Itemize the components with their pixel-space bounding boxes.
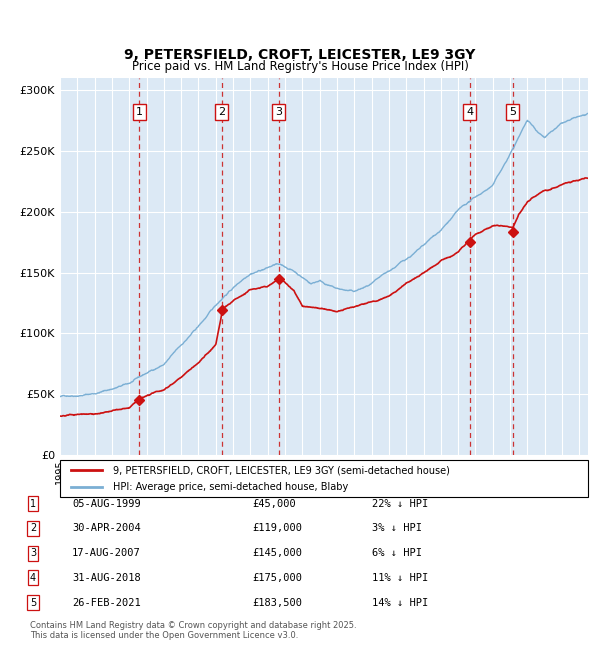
- Text: 9, PETERSFIELD, CROFT, LEICESTER, LE9 3GY: 9, PETERSFIELD, CROFT, LEICESTER, LE9 3G…: [124, 48, 476, 62]
- Text: 5: 5: [509, 107, 516, 117]
- Text: 6% ↓ HPI: 6% ↓ HPI: [372, 548, 422, 558]
- Text: 14% ↓ HPI: 14% ↓ HPI: [372, 597, 428, 608]
- Text: 17-AUG-2007: 17-AUG-2007: [72, 548, 141, 558]
- FancyBboxPatch shape: [60, 460, 588, 497]
- Text: 3: 3: [30, 548, 36, 558]
- Text: 2: 2: [30, 523, 36, 534]
- Text: Price paid vs. HM Land Registry's House Price Index (HPI): Price paid vs. HM Land Registry's House …: [131, 60, 469, 73]
- Text: HPI: Average price, semi-detached house, Blaby: HPI: Average price, semi-detached house,…: [113, 482, 348, 491]
- Text: 22% ↓ HPI: 22% ↓ HPI: [372, 499, 428, 509]
- Text: 05-AUG-1999: 05-AUG-1999: [72, 499, 141, 509]
- Text: 3: 3: [275, 107, 282, 117]
- Text: 3% ↓ HPI: 3% ↓ HPI: [372, 523, 422, 534]
- Text: £183,500: £183,500: [252, 597, 302, 608]
- Text: 26-FEB-2021: 26-FEB-2021: [72, 597, 141, 608]
- Text: 11% ↓ HPI: 11% ↓ HPI: [372, 573, 428, 583]
- Text: 31-AUG-2018: 31-AUG-2018: [72, 573, 141, 583]
- Text: 4: 4: [30, 573, 36, 583]
- Text: 4: 4: [466, 107, 473, 117]
- Text: 9, PETERSFIELD, CROFT, LEICESTER, LE9 3GY (semi-detached house): 9, PETERSFIELD, CROFT, LEICESTER, LE9 3G…: [113, 465, 449, 475]
- Text: £145,000: £145,000: [252, 548, 302, 558]
- Text: £175,000: £175,000: [252, 573, 302, 583]
- Text: Contains HM Land Registry data © Crown copyright and database right 2025.
This d: Contains HM Land Registry data © Crown c…: [30, 621, 356, 640]
- Text: 2: 2: [218, 107, 225, 117]
- Text: 30-APR-2004: 30-APR-2004: [72, 523, 141, 534]
- Text: 1: 1: [136, 107, 143, 117]
- Text: £45,000: £45,000: [252, 499, 296, 509]
- Text: £119,000: £119,000: [252, 523, 302, 534]
- Text: 1: 1: [30, 499, 36, 509]
- Text: 5: 5: [30, 597, 36, 608]
